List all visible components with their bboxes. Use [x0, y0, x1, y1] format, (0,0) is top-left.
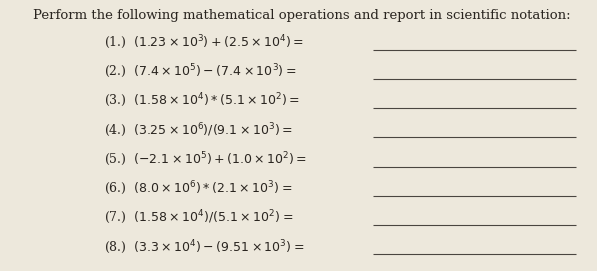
Text: (2.)  $(7.4 \times 10^5) - (7.4 \times 10^3) =$: (2.) $(7.4 \times 10^5) - (7.4 \times 10… [104, 62, 297, 80]
Text: (8.)  $(3.3 \times 10^4) - (9.51 \times 10^3) =$: (8.) $(3.3 \times 10^4) - (9.51 \times 1… [104, 238, 305, 256]
Text: (4.)  $(3.25 \times 10^6)/(9.1 \times 10^3) =$: (4.) $(3.25 \times 10^6)/(9.1 \times 10^… [104, 121, 293, 139]
Text: Perform the following mathematical operations and report in scientific notation:: Perform the following mathematical opera… [33, 9, 571, 22]
Text: (6.)  $(8.0 \times 10^6) * (2.1 \times 10^3) =$: (6.) $(8.0 \times 10^6) * (2.1 \times 10… [104, 179, 293, 197]
Text: (1.)  $(1.23 \times 10^3) + (2.5 \times 10^4) =$: (1.) $(1.23 \times 10^3) + (2.5 \times 1… [104, 33, 304, 51]
Text: (3.)  $(1.58 \times 10^4) * (5.1 \times 10^2) =$: (3.) $(1.58 \times 10^4) * (5.1 \times 1… [104, 92, 301, 109]
Text: (5.)  $(-2.1 \times 10^5) + (1.0 \times 10^2) =$: (5.) $(-2.1 \times 10^5) + (1.0 \times 1… [104, 150, 307, 168]
Text: (7.)  $(1.58 \times 10^4)/(5.1 \times 10^2) =$: (7.) $(1.58 \times 10^4)/(5.1 \times 10^… [104, 209, 294, 227]
